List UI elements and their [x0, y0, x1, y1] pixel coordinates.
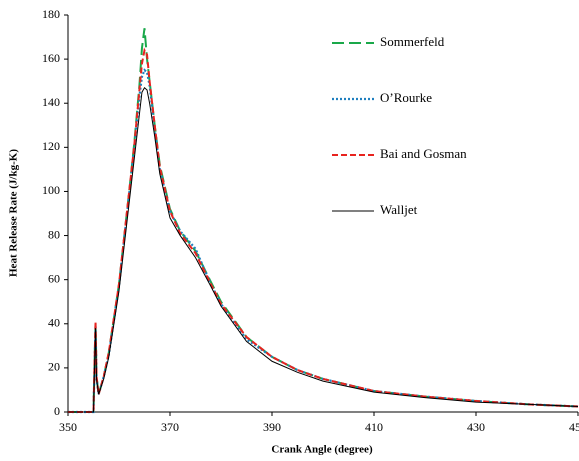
- series-line: [68, 47, 579, 413]
- y-axis-title: Heat Release Rate (J/kg-K): [8, 149, 20, 277]
- legend-label: O’Rourke: [380, 90, 432, 105]
- y-tick-label: 40: [48, 316, 60, 330]
- x-tick-label: 450: [569, 420, 579, 434]
- y-tick-label: 0: [54, 404, 60, 418]
- y-tick-label: 180: [42, 7, 60, 21]
- y-tick-label: 160: [42, 51, 60, 65]
- x-axis-title: Crank Angle (degree): [271, 444, 373, 456]
- x-tick-label: 430: [467, 420, 485, 434]
- x-tick-label: 350: [59, 420, 77, 434]
- y-tick-label: 120: [42, 139, 60, 153]
- y-tick-label: 60: [48, 271, 60, 285]
- series-line: [68, 68, 579, 414]
- x-tick-label: 370: [161, 420, 179, 434]
- y-tick-label: 100: [42, 183, 60, 197]
- legend-label: Bai and Gosman: [380, 146, 467, 161]
- x-tick-label: 390: [263, 420, 281, 434]
- y-tick-label: 80: [48, 227, 60, 241]
- legend-label: Sommerfeld: [380, 34, 445, 49]
- x-tick-label: 410: [365, 420, 383, 434]
- series-line: [68, 87, 579, 413]
- y-tick-label: 20: [48, 360, 60, 374]
- y-tick-label: 140: [42, 95, 60, 109]
- series-line: [68, 28, 579, 413]
- legend-label: Walljet: [380, 202, 418, 217]
